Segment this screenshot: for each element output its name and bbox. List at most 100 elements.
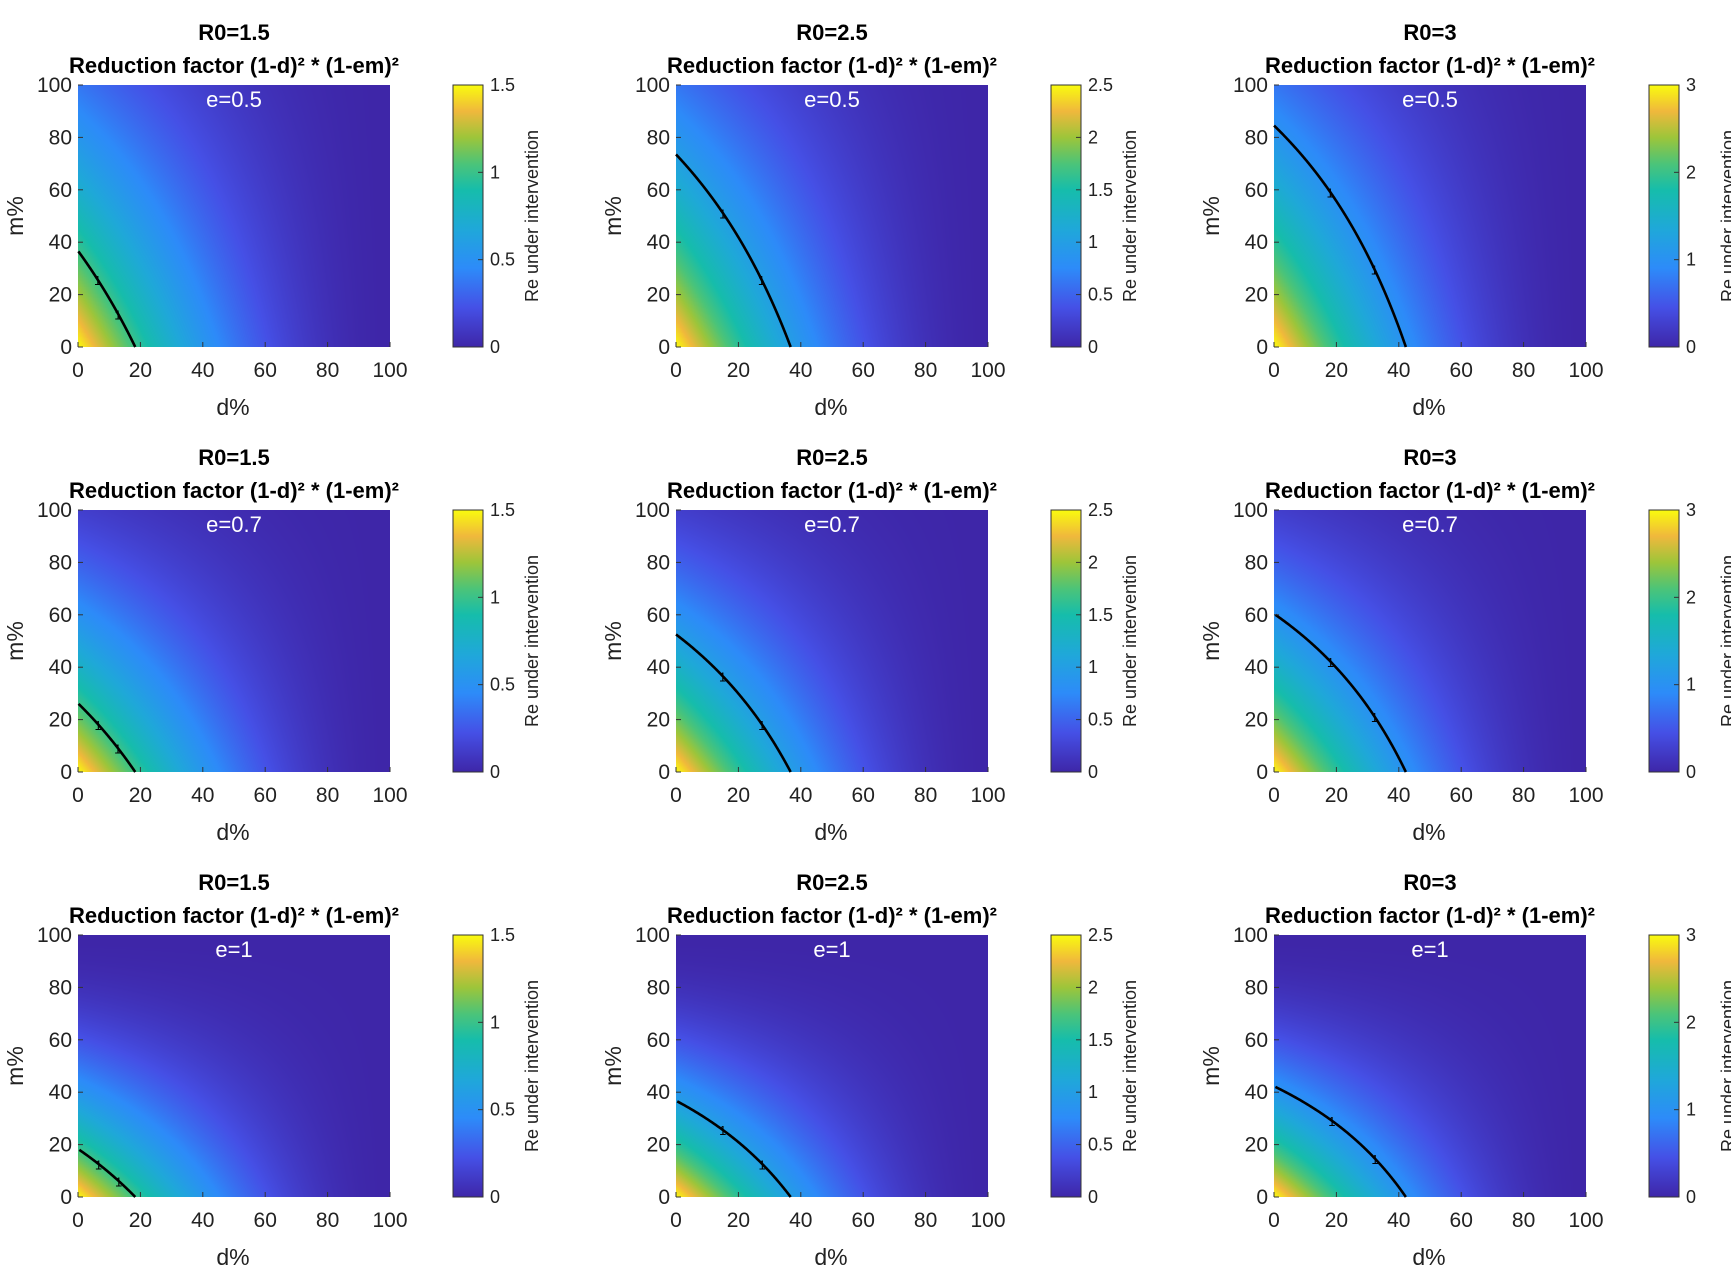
colorbar-tick-label: 0 xyxy=(490,337,500,357)
x-tick-label: 40 xyxy=(789,359,812,382)
y-tick-label: 40 xyxy=(49,231,72,254)
y-tick-label: 80 xyxy=(647,551,670,574)
x-axis-label: d% xyxy=(1412,394,1445,420)
colorbar xyxy=(1648,84,1680,348)
contour-label: 1 xyxy=(114,741,121,756)
y-tick-label: 100 xyxy=(1233,74,1268,97)
colorbar-tick-label: 1.5 xyxy=(490,500,515,520)
x-tick-label: 100 xyxy=(372,359,407,382)
x-tick-label: 20 xyxy=(129,1209,152,1232)
x-axis-label: d% xyxy=(1412,1244,1445,1270)
colorbar-tick-label: 1 xyxy=(490,1012,500,1032)
y-tick-label: 20 xyxy=(647,709,670,732)
x-tick-label: 0 xyxy=(670,359,682,382)
x-tick-label: 0 xyxy=(670,1209,682,1232)
contour-line-re1 xyxy=(77,250,137,348)
contour-label: 1 xyxy=(115,1174,122,1189)
x-tick-label: 0 xyxy=(72,784,84,807)
contour-line-re1 xyxy=(77,702,137,773)
colorbar-tick-label: 2 xyxy=(1088,977,1098,997)
x-tick-label: 0 xyxy=(670,784,682,807)
x-tick-label: 60 xyxy=(852,1209,875,1232)
contour-label: 1 xyxy=(1371,263,1378,278)
x-tick-label: 0 xyxy=(72,359,84,382)
y-tick-label: 0 xyxy=(658,1186,670,1209)
chart-subtitle: Reduction factor (1-d)² * (1-em)² xyxy=(69,903,399,928)
colorbar-tick-label: 3 xyxy=(1686,500,1696,520)
x-tick-label: 100 xyxy=(970,784,1005,807)
x-tick-label: 80 xyxy=(1512,359,1535,382)
e-annotation: e=1 xyxy=(813,937,850,962)
chart-subtitle: Reduction factor (1-d)² * (1-em)² xyxy=(667,478,997,503)
y-tick-label: 100 xyxy=(37,74,72,97)
colorbar-tick-label: 2.5 xyxy=(1088,75,1113,95)
colorbar xyxy=(452,934,484,1198)
x-tick-label: 40 xyxy=(191,784,214,807)
contour-line-re1 xyxy=(1273,124,1408,348)
chart-title: R0=3 xyxy=(1403,20,1456,45)
heatmap xyxy=(1274,85,1586,347)
heatmap xyxy=(78,935,390,1197)
contour-label: 1 xyxy=(758,273,765,288)
x-tick-label: 40 xyxy=(1387,784,1410,807)
heatmap xyxy=(676,935,988,1197)
colorbar-tick-label: 1 xyxy=(490,162,500,182)
x-axis-label: d% xyxy=(814,394,847,420)
colorbar-tick-label: 1.5 xyxy=(490,925,515,945)
x-tick-label: 80 xyxy=(316,784,339,807)
contour-label: 1 xyxy=(95,718,102,733)
y-tick-label: 80 xyxy=(1245,126,1268,149)
colorbar-tick-label: 0.5 xyxy=(490,675,515,695)
contour-line-re1 xyxy=(676,1100,792,1198)
colorbar-tick-label: 0.5 xyxy=(490,1100,515,1120)
colorbar-tick-label: 0 xyxy=(1686,1187,1696,1207)
colorbar-tick-label: 2.5 xyxy=(1088,500,1113,520)
y-tick-label: 80 xyxy=(647,126,670,149)
colorbar-label: Re under intervention xyxy=(1120,555,1140,727)
y-axis-label: m% xyxy=(600,196,626,236)
y-axis-label: m% xyxy=(1198,621,1224,661)
colorbar-tick-label: 0 xyxy=(1686,762,1696,782)
x-tick-label: 60 xyxy=(1450,784,1473,807)
colorbar-tick-label: 0 xyxy=(1686,337,1696,357)
y-tick-label: 100 xyxy=(635,74,670,97)
contour-line-re1 xyxy=(675,153,792,348)
x-axis-label: d% xyxy=(814,1244,847,1270)
chart-title: R0=2.5 xyxy=(796,445,868,470)
y-tick-label: 20 xyxy=(49,1134,72,1157)
chart-subtitle: Reduction factor (1-d)² * (1-em)² xyxy=(1265,53,1595,78)
x-tick-label: 100 xyxy=(372,1209,407,1232)
heatmap xyxy=(78,85,390,347)
x-tick-label: 0 xyxy=(1268,784,1280,807)
x-tick-label: 100 xyxy=(1568,784,1603,807)
colorbar-tick-label: 1 xyxy=(490,587,500,607)
x-tick-label: 100 xyxy=(372,784,407,807)
x-tick-label: 100 xyxy=(970,359,1005,382)
y-tick-label: 0 xyxy=(60,1186,72,1209)
e-annotation: e=1 xyxy=(1411,937,1448,962)
subplot-9: R0=3 Reduction factor (1-d)² * (1-em)² 1 1 e… xyxy=(1198,870,1731,1270)
y-tick-label: 40 xyxy=(647,1081,670,1104)
contour-line-re1 xyxy=(1274,613,1408,773)
colorbar-tick-label: 2 xyxy=(1686,162,1696,182)
x-tick-label: 20 xyxy=(129,359,152,382)
contour-label: 1 xyxy=(758,1157,765,1172)
contour-label: 1 xyxy=(719,206,726,221)
e-annotation: e=0.5 xyxy=(206,87,262,112)
chart-title: R0=1.5 xyxy=(198,20,270,45)
x-tick-label: 0 xyxy=(72,1209,84,1232)
y-tick-label: 80 xyxy=(49,551,72,574)
subplot-5: R0=2.5 Reduction factor (1-d)² * (1-em)² 1… xyxy=(600,445,1140,845)
y-tick-label: 80 xyxy=(1245,551,1268,574)
chart-title: R0=2.5 xyxy=(796,20,868,45)
y-tick-label: 20 xyxy=(647,284,670,307)
contour-label: 1 xyxy=(1326,185,1333,200)
chart-subtitle: Reduction factor (1-d)² * (1-em)² xyxy=(667,53,997,78)
contour-label: 1 xyxy=(94,273,101,288)
x-tick-label: 20 xyxy=(727,359,750,382)
colorbar-label: Re under intervention xyxy=(1718,130,1731,302)
colorbar xyxy=(1050,934,1082,1198)
y-tick-label: 100 xyxy=(1233,499,1268,522)
x-tick-label: 60 xyxy=(1450,359,1473,382)
x-tick-label: 80 xyxy=(316,359,339,382)
